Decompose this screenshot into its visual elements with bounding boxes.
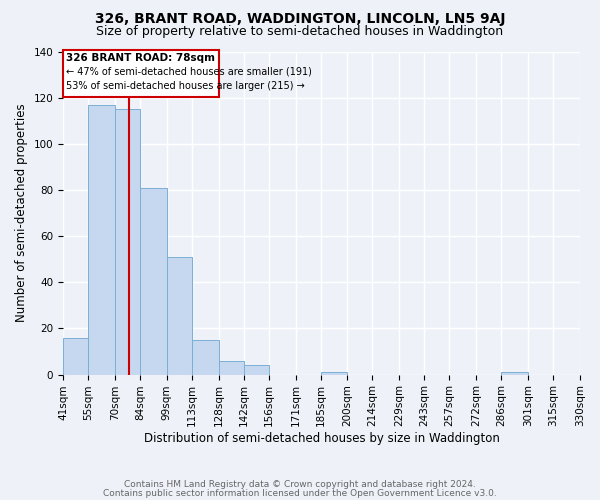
Text: 53% of semi-detached houses are larger (215) →: 53% of semi-detached houses are larger (…: [66, 81, 304, 91]
Text: ← 47% of semi-detached houses are smaller (191): ← 47% of semi-detached houses are smalle…: [66, 66, 311, 76]
Bar: [140, 188, 167, 374]
Bar: [320, 372, 347, 374]
Text: 326, BRANT ROAD, WADDINGTON, LINCOLN, LN5 9AJ: 326, BRANT ROAD, WADDINGTON, LINCOLN, LN…: [95, 12, 505, 26]
Text: Size of property relative to semi-detached houses in Waddington: Size of property relative to semi-detach…: [97, 25, 503, 38]
Bar: [115, 109, 140, 374]
Bar: [501, 372, 528, 374]
Y-axis label: Number of semi-detached properties: Number of semi-detached properties: [15, 104, 28, 322]
Text: Contains public sector information licensed under the Open Government Licence v3: Contains public sector information licen…: [103, 488, 497, 498]
Bar: [244, 366, 269, 374]
Bar: [88, 104, 115, 374]
Bar: [63, 338, 88, 374]
Text: Contains HM Land Registry data © Crown copyright and database right 2024.: Contains HM Land Registry data © Crown c…: [124, 480, 476, 489]
Bar: [192, 340, 218, 374]
Text: 326 BRANT ROAD: 78sqm: 326 BRANT ROAD: 78sqm: [67, 52, 215, 62]
Bar: [167, 257, 192, 374]
Bar: [218, 361, 244, 374]
X-axis label: Distribution of semi-detached houses by size in Waddington: Distribution of semi-detached houses by …: [143, 432, 499, 445]
Bar: [63, 50, 218, 96]
